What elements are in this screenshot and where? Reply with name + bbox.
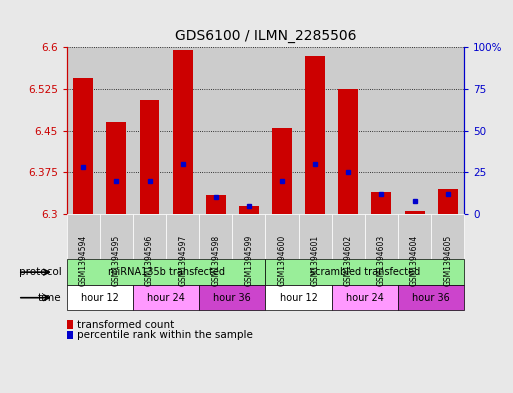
Text: GSM1394603: GSM1394603 bbox=[377, 235, 386, 286]
Bar bbox=[398, 47, 431, 214]
Text: GSM1394597: GSM1394597 bbox=[178, 235, 187, 286]
Text: hour 12: hour 12 bbox=[81, 293, 119, 303]
Text: GSM1394602: GSM1394602 bbox=[344, 235, 353, 286]
Bar bbox=[140, 100, 160, 214]
Text: percentile rank within the sample: percentile rank within the sample bbox=[77, 330, 253, 340]
Text: GSM1394598: GSM1394598 bbox=[211, 235, 220, 286]
Bar bbox=[166, 47, 199, 214]
Text: protocol: protocol bbox=[19, 267, 62, 277]
Text: GSM1394604: GSM1394604 bbox=[410, 235, 419, 286]
Text: GSM1394605: GSM1394605 bbox=[443, 235, 452, 286]
Bar bbox=[272, 128, 292, 214]
Bar bbox=[173, 50, 192, 214]
Bar bbox=[206, 195, 226, 214]
Text: GSM1394601: GSM1394601 bbox=[311, 235, 320, 286]
Text: GSM1394595: GSM1394595 bbox=[112, 235, 121, 286]
Bar bbox=[332, 47, 365, 214]
Bar bbox=[106, 122, 126, 214]
Text: miRNA135b transfected: miRNA135b transfected bbox=[108, 267, 225, 277]
Bar bbox=[73, 78, 93, 214]
Text: GSM1394599: GSM1394599 bbox=[244, 235, 253, 286]
Text: hour 24: hour 24 bbox=[346, 293, 384, 303]
Text: hour 24: hour 24 bbox=[147, 293, 185, 303]
Bar bbox=[232, 47, 265, 214]
Text: hour 12: hour 12 bbox=[280, 293, 318, 303]
Bar bbox=[305, 55, 325, 214]
Bar bbox=[265, 47, 299, 214]
Text: GSM1394594: GSM1394594 bbox=[79, 235, 88, 286]
Text: hour 36: hour 36 bbox=[412, 293, 450, 303]
Text: transformed count: transformed count bbox=[77, 320, 174, 330]
Bar bbox=[438, 189, 458, 214]
Bar bbox=[67, 47, 100, 214]
Bar bbox=[199, 47, 232, 214]
Title: GDS6100 / ILMN_2285506: GDS6100 / ILMN_2285506 bbox=[175, 29, 356, 43]
Bar bbox=[100, 47, 133, 214]
Bar bbox=[431, 47, 464, 214]
Text: GSM1394596: GSM1394596 bbox=[145, 235, 154, 286]
Bar bbox=[239, 206, 259, 214]
Bar bbox=[371, 192, 391, 214]
Text: scrambled transfected: scrambled transfected bbox=[310, 267, 420, 277]
Bar bbox=[365, 47, 398, 214]
Bar bbox=[339, 89, 358, 214]
Bar bbox=[405, 211, 424, 214]
Bar bbox=[133, 47, 166, 214]
Text: GSM1394600: GSM1394600 bbox=[278, 235, 287, 286]
Text: time: time bbox=[38, 293, 62, 303]
Bar bbox=[299, 47, 332, 214]
Text: hour 36: hour 36 bbox=[213, 293, 251, 303]
